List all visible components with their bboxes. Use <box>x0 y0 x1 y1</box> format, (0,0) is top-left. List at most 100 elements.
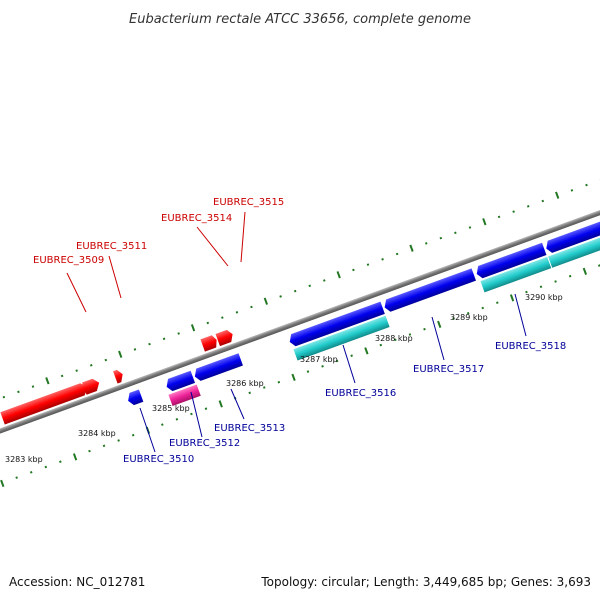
minor-tick <box>352 268 355 272</box>
minor-tick <box>204 407 208 410</box>
gene-arrow-forward <box>0 383 88 425</box>
minor-tick <box>539 285 543 289</box>
minor-tick <box>2 395 6 399</box>
minor-tick <box>308 284 312 288</box>
gene-label-EUBREC_3517: EUBREC_3517 <box>413 364 484 375</box>
gene-label-EUBREC_3514: EUBREC_3514 <box>161 213 232 224</box>
minor-tick <box>454 231 457 235</box>
gene-label-EUBREC_3516: EUBREC_3516 <box>325 388 396 399</box>
major-tick <box>218 400 223 408</box>
minor-tick <box>321 365 324 368</box>
minor-tick <box>452 317 455 320</box>
major-tick <box>336 271 341 279</box>
minor-tick <box>148 342 151 346</box>
minor-tick <box>366 263 370 266</box>
minor-tick <box>408 333 412 336</box>
leader-line <box>342 344 356 384</box>
major-tick <box>118 350 123 358</box>
feature-block-cyan <box>548 225 600 268</box>
gene-label-EUBREC_3512: EUBREC_3512 <box>169 438 240 449</box>
gene-arrow-reverse <box>546 210 600 253</box>
minor-tick <box>423 327 426 331</box>
scale-label: 3285 kbp <box>152 404 190 413</box>
minor-tick <box>131 433 135 437</box>
minor-tick <box>395 252 399 256</box>
major-tick <box>72 453 78 461</box>
minor-tick <box>162 337 166 341</box>
gene-label-EUBREC_3515: EUBREC_3515 <box>213 197 284 208</box>
gene-label-EUBREC_3509: EUBREC_3509 <box>33 255 104 266</box>
scale-label: 3290 kbp <box>525 293 563 302</box>
major-tick <box>291 373 296 381</box>
genome-summary-text: Topology: circular; Length: 3,449,685 bp… <box>260 575 591 589</box>
minor-tick <box>439 236 443 240</box>
minor-tick <box>323 279 326 282</box>
feature-row <box>168 225 600 406</box>
minor-tick <box>394 338 397 342</box>
minor-tick <box>262 386 266 389</box>
leader-line <box>230 388 245 420</box>
minor-tick <box>175 418 179 421</box>
minor-tick <box>75 369 78 372</box>
scale-label: 3289 kbp <box>450 313 488 322</box>
minor-tick <box>248 391 251 395</box>
feature-block-cyan <box>293 315 390 361</box>
leader-line <box>66 272 87 313</box>
minor-tick <box>177 332 180 335</box>
minor-tick <box>541 199 545 203</box>
leader-line <box>240 211 246 263</box>
scale-labels: 3283 kbp 3284 kbp 3285 kbp 3286 kbp 3287… <box>5 293 563 464</box>
minor-tick <box>570 189 574 192</box>
gene-arrow-reverse <box>289 301 385 347</box>
minor-tick <box>466 311 470 315</box>
feature-block-magenta <box>168 384 201 406</box>
minor-tick <box>526 205 530 208</box>
tick-row-forward <box>2 178 600 399</box>
minor-tick <box>60 374 64 378</box>
gene-arrow-forward <box>200 335 217 352</box>
minor-tick <box>190 412 193 416</box>
minor-tick <box>381 258 384 261</box>
minor-tick <box>31 385 35 388</box>
minor-tick <box>89 364 93 367</box>
minor-tick <box>293 289 297 293</box>
minor-tick <box>568 274 572 278</box>
forward-gene-labels <box>66 211 246 313</box>
minor-tick <box>512 210 515 213</box>
minor-tick <box>235 311 239 314</box>
minor-tick <box>585 183 588 187</box>
major-tick <box>45 377 50 385</box>
minor-tick <box>379 343 383 347</box>
minor-tick <box>206 321 210 325</box>
accession-text: Accession: NC_012781 <box>9 575 145 589</box>
minor-tick <box>350 354 353 357</box>
map-band <box>0 173 600 488</box>
gene-arrow-reverse <box>128 389 144 406</box>
major-tick <box>555 191 560 199</box>
minor-tick <box>279 295 282 298</box>
minor-tick <box>250 305 253 309</box>
minor-tick <box>133 348 137 351</box>
minor-tick <box>525 290 528 294</box>
minor-tick <box>496 301 499 304</box>
scale-label: 3284 kbp <box>78 429 116 438</box>
minor-tick <box>335 359 339 363</box>
forward-strand-genes <box>0 329 233 425</box>
reverse-strand-genes <box>128 210 600 406</box>
major-tick <box>509 294 515 302</box>
minor-tick <box>221 316 224 319</box>
map-title: Eubacterium rectale ATCC 33656, complete… <box>129 12 471 27</box>
scale-label: 3288 kbp <box>375 334 413 343</box>
minor-tick <box>15 476 18 479</box>
minor-tick <box>117 439 120 442</box>
major-tick <box>190 324 196 332</box>
minor-tick <box>161 423 164 426</box>
leader-line <box>431 316 445 361</box>
major-tick <box>0 479 5 488</box>
gene-arrow-forward <box>113 369 123 384</box>
minor-tick <box>17 390 20 394</box>
major-tick <box>409 244 414 252</box>
leader-line <box>190 391 203 438</box>
gene-arrow-reverse <box>476 242 547 279</box>
